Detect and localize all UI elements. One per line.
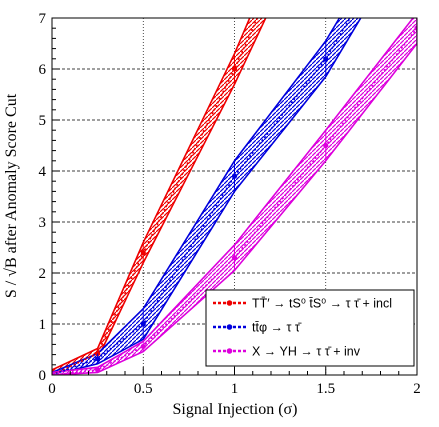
y-tick-label: 5	[39, 113, 47, 129]
x-tick-label: 0.5	[134, 381, 153, 397]
y-tick-label: 1	[39, 317, 47, 333]
legend-marker	[226, 324, 233, 330]
data-point	[52, 372, 55, 375]
legend-label: TT̄′ → tS⁰ t̄S⁰ → τ τ̄ + incl	[252, 297, 392, 311]
axis-ticks: 0 0.5 1 1.5 2 0 1 2 3 4 5 6 7	[39, 11, 421, 397]
data-point	[414, 25, 417, 31]
y-tick-label: 0	[39, 368, 47, 384]
legend-label: tt̄φ → τ τ̄	[252, 321, 302, 335]
legend-marker	[226, 348, 233, 354]
y-tick-label: 7	[39, 11, 47, 27]
data-point	[323, 142, 329, 149]
y-tick-label: 2	[39, 266, 47, 282]
y-tick-label: 6	[39, 62, 47, 78]
x-tick-label: 1	[231, 381, 239, 397]
x-axis-title: Signal Injection (σ)	[172, 401, 297, 418]
data-point	[95, 356, 101, 362]
series-line	[52, 18, 352, 375]
series-lines	[52, 18, 417, 375]
data-point	[140, 343, 146, 350]
x-tick-label: 0	[48, 381, 56, 397]
data-point	[323, 56, 329, 62]
data-point	[140, 250, 146, 256]
legend-label: X → YH → τ τ̄ + inv	[252, 345, 361, 359]
legend: TT̄′ → tS⁰ t̄S⁰ → τ τ̄ + incl tt̄φ → τ τ̄…	[205, 289, 415, 367]
data-point	[231, 66, 238, 72]
data-point	[231, 173, 238, 179]
data-point	[95, 367, 101, 373]
data-point	[140, 321, 146, 327]
legend-marker	[226, 300, 233, 306]
series-line	[52, 27, 417, 375]
data-point	[231, 255, 238, 261]
y-tick-label: 4	[39, 164, 47, 180]
x-tick-label: 2	[413, 381, 421, 397]
y-axis-title: S / √B after Anomaly Score Cut	[3, 93, 20, 298]
x-tick-label: 1.5	[316, 381, 335, 397]
y-tick-label: 3	[39, 215, 47, 231]
